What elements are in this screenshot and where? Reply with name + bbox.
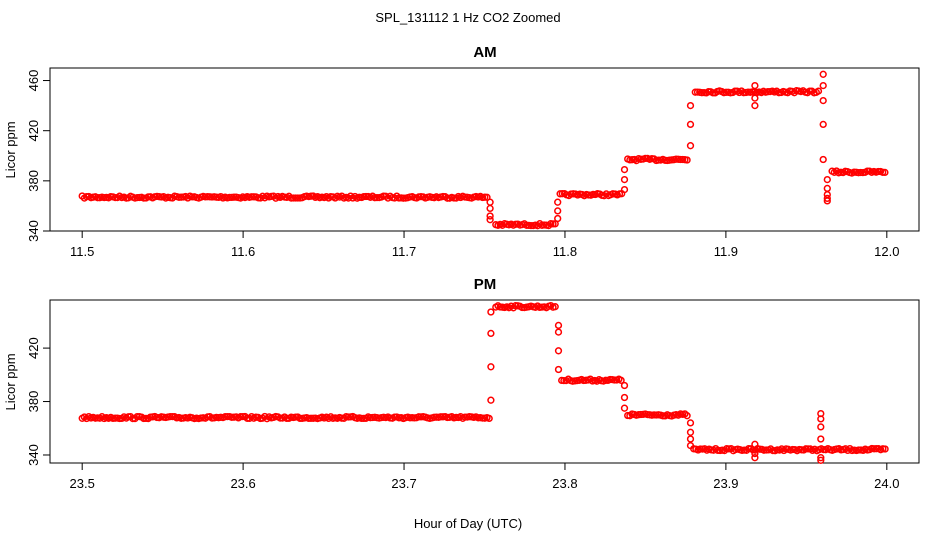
am-data-point (881, 168, 889, 177)
am-x-tick-label: 11.5 (70, 244, 94, 259)
am-data-point (823, 190, 831, 199)
am-data-series (78, 70, 889, 230)
am-x-tick-label: 11.7 (392, 244, 416, 259)
am-y-tick-label: 380 (26, 170, 41, 192)
pm-data-point (686, 441, 695, 450)
am-y-axis-label: Licor ppm (3, 121, 18, 178)
pm-y-axis-label: Licor ppm (3, 353, 18, 410)
am-data-point (819, 120, 827, 129)
pm-data-point (817, 456, 825, 464)
pm-data-point (554, 328, 563, 336)
am-data-point (483, 193, 491, 201)
am-data-point (819, 81, 827, 90)
pm-x-tick-label: 23.6 (230, 476, 255, 491)
pm-data-series (78, 301, 889, 464)
pm-y-tick-label: 340 (26, 444, 41, 466)
pm-data-point (617, 376, 625, 384)
pm-data-point (751, 454, 759, 462)
pm-data-point (620, 381, 629, 390)
pm-x-tick-label: 23.8 (552, 476, 577, 491)
pm-data-point (487, 329, 495, 338)
x-axis-label: Hour of Day (UTC) (414, 516, 522, 531)
am-data-point (686, 142, 695, 150)
am-data-point (554, 214, 562, 223)
pm-data-point (554, 321, 563, 330)
pm-panel: PM Licor ppm 23.5 23.6 23.7 23.8 23.9 24.0 34… (3, 276, 920, 491)
pm-data-point (485, 414, 493, 423)
pm-y-axis: 340 380 420 (26, 337, 51, 466)
pm-data-point (817, 454, 825, 462)
am-data-point (814, 87, 823, 95)
am-y-tick-label: 420 (26, 120, 41, 142)
am-data-point (686, 101, 695, 110)
pm-data-point (686, 428, 695, 436)
am-data-point (486, 198, 494, 206)
figure-title: SPL_131112 1 Hz CO2 Zoomed (375, 10, 560, 25)
am-data-point (819, 96, 827, 105)
am-data-point (823, 194, 831, 203)
am-data-point (823, 175, 831, 184)
pm-data-point (686, 435, 695, 443)
am-y-tick-label: 340 (26, 220, 41, 242)
am-data-point (751, 94, 759, 102)
pm-x-tick-label: 23.9 (713, 476, 738, 491)
pm-data-point (683, 412, 691, 420)
pm-data-point (487, 396, 495, 404)
am-data-point (751, 81, 759, 90)
am-panel: AM Licor ppm 11.5 11.6 11.7 11.8 11.9 12.0 34… (3, 44, 920, 259)
am-x-tick-label: 12.0 (874, 244, 899, 259)
pm-data-point (551, 303, 559, 311)
pm-panel-title: PM (474, 276, 497, 293)
am-data-point (554, 198, 562, 206)
pm-data-point (620, 404, 629, 412)
pm-data-point (817, 415, 825, 423)
am-x-tick-label: 11.6 (231, 244, 255, 259)
pm-data-point (554, 365, 563, 374)
am-data-point (686, 120, 695, 129)
am-data-point (486, 216, 494, 224)
am-data-point (554, 207, 562, 215)
am-data-point (620, 175, 629, 184)
pm-data-point (817, 423, 825, 431)
am-data-point (819, 70, 827, 78)
pm-data-point (554, 347, 563, 355)
pm-data-point (487, 308, 495, 316)
am-y-tick-label: 460 (26, 70, 41, 92)
pm-data-point (686, 419, 695, 427)
am-data-point (486, 204, 494, 213)
pm-x-tick-label: 23.7 (391, 476, 416, 491)
am-x-tick-label: 11.9 (714, 244, 738, 259)
am-y-axis: 340 380 420 460 (26, 70, 51, 242)
am-data-point (751, 101, 759, 110)
pm-x-tick-label: 23.5 (70, 476, 95, 491)
pm-data-point (817, 435, 825, 443)
am-x-tick-label: 11.8 (553, 244, 577, 259)
pm-x-axis: 23.5 23.6 23.7 23.8 23.9 24.0 (70, 462, 899, 491)
am-panel-title: AM (473, 44, 496, 61)
am-data-point (620, 165, 629, 174)
am-data-point (683, 156, 691, 164)
pm-x-tick-label: 24.0 (874, 476, 899, 491)
pm-data-point (751, 440, 759, 448)
pm-data-point (751, 449, 759, 458)
am-data-point (823, 184, 831, 193)
pm-data-point (881, 445, 889, 453)
am-data-point (819, 155, 827, 164)
pm-y-tick-label: 420 (26, 337, 41, 359)
pm-data-point (620, 393, 629, 402)
pm-data-point (487, 363, 495, 371)
am-x-axis: 11.5 11.6 11.7 11.8 11.9 12.0 (70, 230, 899, 259)
am-data-point (620, 185, 629, 194)
pm-y-tick-label: 380 (26, 391, 41, 413)
pm-plot-frame (49, 299, 920, 464)
am-data-point (486, 212, 494, 220)
